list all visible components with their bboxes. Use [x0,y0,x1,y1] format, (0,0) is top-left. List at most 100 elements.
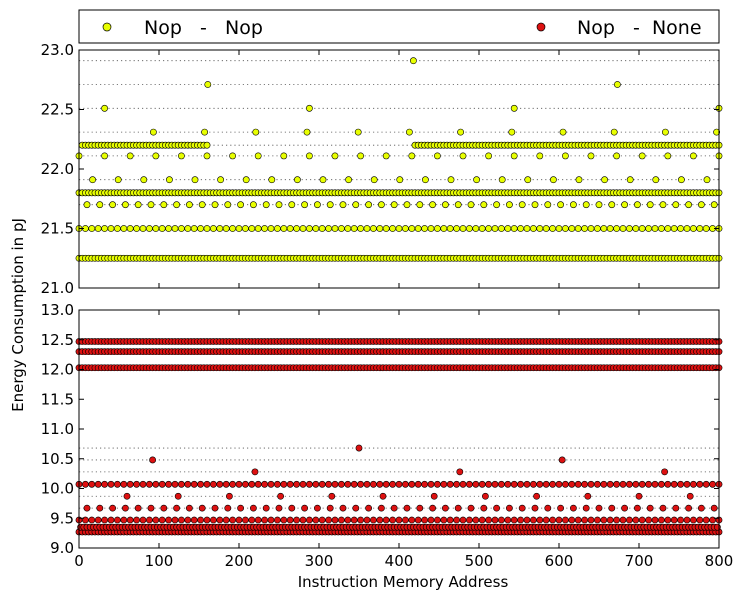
bottom-data-point [337,480,345,488]
top-data-point [286,225,294,232]
bottom-x-tick-label: 100 [145,552,174,570]
bottom-data-point [651,516,659,524]
bottom-data-point [465,480,473,488]
bottom-data-point [122,504,129,512]
bottom-data-point [339,504,347,512]
bottom-data-point [683,480,691,488]
top-data-point [638,152,646,160]
bottom-data-point [584,492,592,500]
top-panel-frame [79,50,719,288]
bottom-data-point [613,516,620,524]
top-data-point [344,225,352,232]
top-data-point [217,176,224,184]
bottom-data-point [293,480,300,488]
top-data-point [273,225,281,232]
top-data-point [587,152,595,160]
bottom-data-point [446,480,454,488]
top-data-point [88,225,96,232]
bottom-data-point [299,480,307,488]
bottom-data-point [203,480,211,488]
top-data-point [339,201,347,209]
bottom-data-point [634,504,641,512]
bottom-data-point [581,516,588,524]
bottom-data-point [248,516,256,524]
top-data-point [549,225,556,232]
bottom-panel: 9.0 9.5 10.0 10.5 11.0 11.5 12.0 12.5 13.0 0 100 20… [41,301,734,570]
top-data-point [203,225,211,232]
top-data-point [517,225,524,232]
top-data-point [357,225,364,232]
bottom-data-point [224,504,232,512]
bottom-data-point [328,492,336,500]
bottom-data-point [293,516,300,524]
bottom-x-tick-label: 200 [225,552,254,570]
bottom-data-point [638,516,646,524]
top-data-point [690,225,697,232]
top-data-point [303,128,311,136]
top-data-point [683,225,691,232]
legend-marker-nop-nop [102,22,112,32]
top-data-point [201,128,208,136]
bottom-data-point [267,480,275,488]
bottom-data-point [531,504,539,512]
bottom-data-point [480,504,488,512]
bottom-data-point [344,516,352,524]
top-data-point [401,225,409,232]
bottom-data-point [658,480,665,488]
top-data-point [299,225,307,232]
bottom-data-point [325,480,332,488]
top-data-point [241,225,249,232]
top-data-point [447,176,455,184]
bottom-data-point [658,516,665,524]
bottom-data-point [312,480,320,488]
bottom-data-point [510,516,518,524]
top-data-point [149,128,157,136]
top-data-point [562,225,569,232]
bottom-data-point [390,504,398,512]
bottom-x-tick-label: 500 [465,552,494,570]
top-data-point [459,152,467,160]
top-data-point [114,225,121,232]
top-data-point [96,201,104,209]
top-data-point [209,225,217,232]
top-data-point [229,152,236,160]
bottom-data-point [389,516,396,524]
top-data-point [638,225,646,232]
bottom-data-point [222,516,230,524]
bottom-data-point [331,480,339,488]
bottom-data-point [549,516,556,524]
bottom-data-point [635,492,643,500]
bottom-data-point [557,504,564,512]
top-data-point [472,225,480,232]
top-data-point [293,176,301,184]
top-data-point [191,176,199,184]
top-data-point [510,152,518,160]
top-data-point [403,201,411,209]
bottom-data-point [465,516,473,524]
top-data-point [305,225,313,232]
bottom-data-point [235,480,243,488]
bottom-data-point [440,516,448,524]
top-data-point [331,152,339,160]
bottom-data-point [702,516,710,524]
bottom-data-point [107,516,115,524]
top-data-point [457,128,464,136]
top-data-point [433,225,441,232]
bottom-y-tick-label: 10.0 [41,480,74,498]
top-data-point [409,57,417,65]
bottom-data-point [523,516,531,524]
bottom-data-point [542,480,550,488]
bottom-data-point [491,480,499,488]
bottom-data-point [453,480,460,488]
bottom-data-point [568,516,576,524]
bottom-data-point [403,504,411,512]
top-data-point [101,104,108,112]
top-data-point [268,176,276,184]
bottom-data-point [549,480,556,488]
bottom-data-point [382,516,390,524]
bottom-data-point [555,516,563,524]
bottom-y-tick-label: 13.0 [41,301,74,319]
top-data-point [523,225,531,232]
bottom-data-point [645,480,652,488]
bottom-data-point [427,516,435,524]
